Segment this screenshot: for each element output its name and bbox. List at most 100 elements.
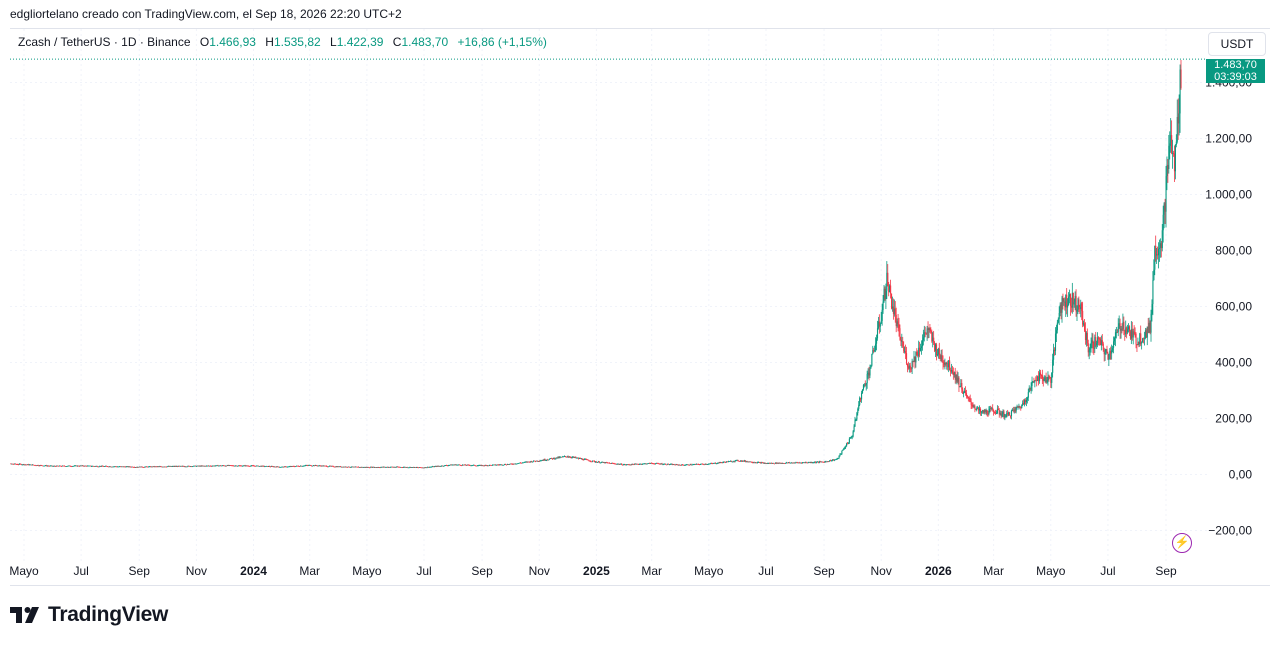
candle-body <box>1131 329 1133 338</box>
candle-body <box>559 456 561 458</box>
candle-body <box>952 372 954 375</box>
candle-body <box>176 466 178 467</box>
candle-body <box>57 465 59 467</box>
candle-body <box>152 466 154 468</box>
candle-body <box>517 463 519 465</box>
candle-body <box>382 466 384 468</box>
candle-body <box>239 465 242 467</box>
candle-body <box>319 465 321 467</box>
candle-body <box>644 463 646 465</box>
candle-body <box>685 464 687 466</box>
candle-body <box>350 467 352 468</box>
candle-body <box>846 443 849 445</box>
candle-body <box>745 461 747 463</box>
candle-body <box>693 464 695 466</box>
candle-body <box>1110 350 1112 354</box>
candle-body <box>105 465 107 467</box>
candle-body <box>905 351 907 354</box>
candle-body <box>81 465 83 467</box>
candle-body <box>25 464 27 466</box>
candle-body <box>1052 359 1054 373</box>
candle-body <box>719 462 721 464</box>
candle-body <box>272 466 274 468</box>
candle-body <box>969 398 971 402</box>
candle-body <box>444 465 446 467</box>
candle-body <box>820 461 822 463</box>
candle-body <box>213 465 215 467</box>
candle-body <box>651 462 653 464</box>
candle-body <box>892 306 894 315</box>
candle-body <box>1068 296 1070 305</box>
candle-body <box>1180 69 1182 88</box>
candle-body <box>97 466 99 468</box>
candle-body <box>174 466 176 467</box>
candle-body <box>77 465 79 467</box>
candle-body <box>667 463 669 465</box>
candle-body <box>964 390 966 393</box>
currency-button[interactable]: USDT <box>1208 32 1266 56</box>
candle-body <box>33 464 35 466</box>
candle-body <box>250 465 252 467</box>
candle-body <box>625 464 627 466</box>
candle-body <box>1072 292 1074 305</box>
candle-body <box>877 321 879 329</box>
candle-body <box>464 464 466 466</box>
candle-body <box>1057 318 1059 323</box>
candle-body <box>504 464 506 466</box>
candle-body <box>132 466 134 468</box>
lightning-icon[interactable]: ⚡ <box>1172 533 1192 553</box>
candle-body <box>287 466 289 468</box>
tradingview-logo[interactable]: TradingView <box>10 603 168 627</box>
candle-body <box>989 407 991 409</box>
candle-body <box>987 413 989 415</box>
candle-body <box>713 463 715 464</box>
candle-body <box>161 466 163 468</box>
candle-body <box>772 462 774 464</box>
candle-body <box>92 465 94 467</box>
candle-body <box>1054 349 1056 351</box>
candle-body <box>476 465 479 467</box>
candle-body <box>314 465 316 466</box>
candle-body <box>369 467 371 469</box>
candle-body <box>1029 387 1031 390</box>
candle-body <box>1032 381 1034 383</box>
candle-body <box>1048 376 1050 378</box>
candle-body <box>1089 348 1091 350</box>
candle-body <box>771 462 773 464</box>
candle-body <box>960 383 962 387</box>
candle-body <box>263 465 265 467</box>
candle-body <box>920 346 923 349</box>
candle-body <box>44 465 46 467</box>
candle-body <box>347 466 349 468</box>
candle-body <box>497 464 499 466</box>
candle-body <box>928 328 930 330</box>
logo-text: TradingView <box>48 603 169 626</box>
candle-body <box>460 464 462 466</box>
candle-body <box>829 460 831 462</box>
candle-body <box>773 463 776 465</box>
candle-body <box>318 465 320 467</box>
candle-body <box>14 463 16 465</box>
candle-body <box>768 463 770 464</box>
candle-body <box>1001 414 1003 416</box>
candle-body <box>843 448 845 451</box>
candle-body <box>357 466 360 468</box>
candle-body <box>297 465 299 467</box>
x-tick-label: Jul <box>73 564 88 578</box>
candle-body <box>228 465 230 466</box>
candle-body <box>339 466 341 468</box>
candle-body <box>586 459 588 461</box>
candle-body <box>342 466 344 468</box>
candle-body <box>420 467 422 469</box>
candle-body <box>454 464 456 466</box>
candle-body <box>373 467 375 468</box>
candle-body <box>245 465 247 467</box>
candle-body <box>462 464 464 466</box>
candle-body <box>1062 297 1064 302</box>
candle-body <box>198 465 200 467</box>
candle-body <box>20 464 22 465</box>
candle-body <box>516 463 518 465</box>
candle-body <box>1083 323 1085 325</box>
candle-body <box>466 464 468 466</box>
